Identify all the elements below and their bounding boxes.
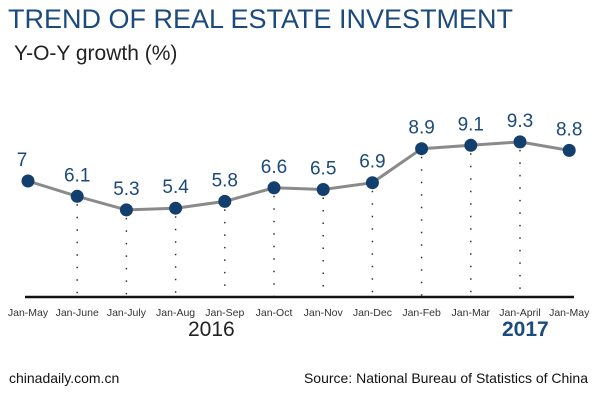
x-tick-label: Jan-Oct: [256, 307, 293, 319]
x-tick-label: Jan-Dec: [353, 307, 392, 319]
data-point: [513, 135, 527, 149]
data-point: [169, 201, 183, 215]
data-point: [267, 181, 281, 195]
source-text: Source: National Bureau of Statistics of…: [303, 370, 588, 386]
data-point: [316, 183, 330, 196]
data-point: [218, 194, 232, 208]
data-label: 5.4: [162, 177, 189, 198]
x-tick-label: Jan-May: [549, 307, 590, 319]
data-label: 5.3: [113, 179, 139, 200]
data-label: 9.3: [507, 111, 533, 132]
data-label: 7: [17, 150, 28, 171]
data-point: [464, 138, 478, 152]
data-point: [119, 203, 133, 217]
x-tick-label: Jan-Feb: [402, 307, 441, 319]
data-point: [70, 189, 84, 203]
data-label: 6.6: [261, 157, 287, 178]
year-label-2016: 2016: [188, 318, 235, 341]
x-tick-label: Jan-Nov: [304, 307, 344, 319]
data-label: 6.1: [64, 165, 90, 186]
data-point: [562, 143, 576, 157]
x-tick-label: Jan-Sep: [205, 307, 244, 319]
data-point: [415, 142, 429, 156]
x-tick-label: Jan-May: [8, 307, 49, 319]
data-point: [21, 174, 35, 188]
x-tick-label: Jan-April: [499, 307, 540, 319]
x-tick-label: Jan-June: [56, 307, 99, 319]
credit-text: chinadaily.com.cn: [9, 370, 120, 386]
series-line: [27, 140, 570, 212]
data-point: [365, 176, 379, 190]
data-label: 9.1: [458, 114, 484, 135]
data-label: 5.8: [212, 170, 238, 191]
data-label: 6.5: [310, 159, 336, 180]
year-label-2017: 2017: [502, 318, 549, 341]
data-label: 8.9: [408, 118, 434, 139]
x-tick-label: Jan-Mar: [452, 307, 491, 319]
data-label: 8.8: [556, 119, 582, 140]
data-label: 6.9: [359, 152, 385, 173]
x-tick-label: Jan-Aug: [156, 307, 195, 319]
y-axis-label: Y-O-Y growth (%): [14, 42, 178, 65]
chart-title: TREND OF REAL ESTATE INVESTMENT: [8, 4, 514, 34]
x-tick-label: Jan-July: [107, 307, 147, 319]
